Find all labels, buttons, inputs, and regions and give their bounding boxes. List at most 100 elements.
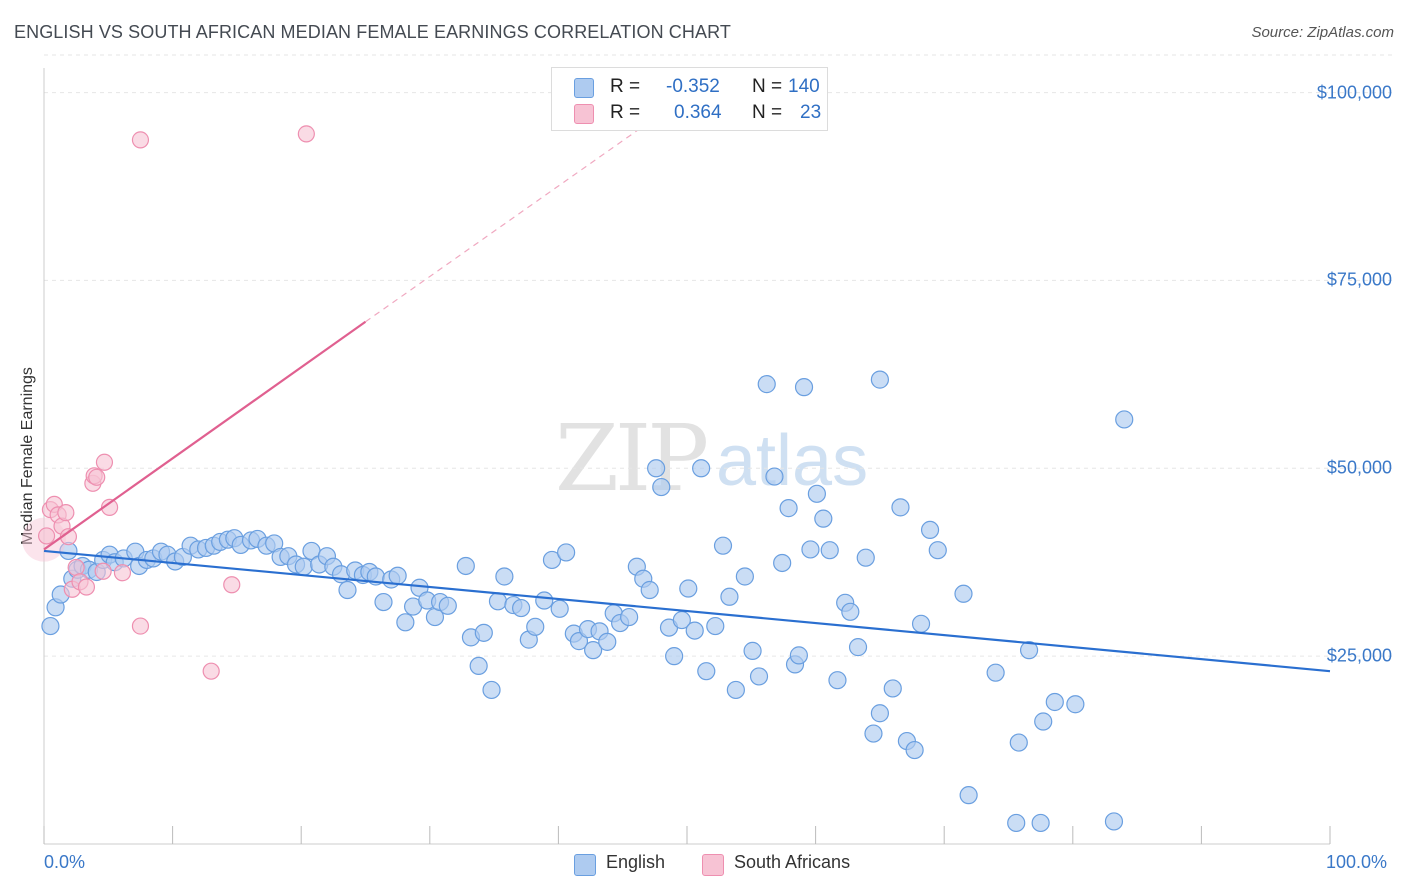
english-point	[652, 477, 671, 497]
english-point	[542, 550, 562, 570]
south-african-trend-line	[43, 320, 367, 551]
english-point	[841, 602, 860, 621]
legend-r-label: R =	[610, 102, 641, 123]
chart-title: ENGLISH VS SOUTH AFRICAN MEDIAN FEMALE E…	[14, 22, 731, 42]
y-tick-label: $75,000	[1326, 269, 1392, 290]
south-african-point	[94, 562, 112, 580]
english-point	[1019, 641, 1039, 660]
watermark-atlas: atlas	[716, 421, 869, 501]
bottom-legend-label-south-african: South Africans	[734, 852, 851, 872]
english-point	[920, 520, 940, 540]
legend-n-value-english: 140	[788, 76, 820, 97]
english-point	[1034, 712, 1053, 731]
legend-r-value-south-african: 0.364	[674, 102, 722, 123]
english-point	[954, 584, 973, 603]
english-point	[1104, 812, 1124, 831]
english-point	[41, 616, 60, 636]
south-african-point	[297, 125, 315, 143]
english-point	[338, 580, 357, 600]
watermark-zip: ZIP	[555, 405, 709, 512]
legend-n-label: N =	[752, 76, 783, 97]
south-african-point	[57, 504, 75, 522]
english-point	[647, 459, 666, 478]
english-point	[557, 543, 576, 562]
bottom-legend-swatch-south-african	[702, 854, 724, 876]
english-point	[469, 656, 488, 676]
english-point	[374, 592, 393, 612]
south-african-point	[113, 564, 132, 582]
south-african-point	[67, 558, 85, 577]
english-point	[726, 680, 745, 700]
y-tick-label: $50,000	[1326, 457, 1392, 478]
axis-layer	[43, 68, 1331, 845]
english-point	[665, 647, 684, 666]
english-point	[1115, 410, 1134, 429]
english-point	[814, 509, 833, 528]
english-point	[828, 671, 847, 690]
south-african-trend-extension	[365, 122, 649, 323]
english-point	[550, 599, 569, 618]
english-point	[697, 662, 716, 681]
south-african-point	[131, 617, 150, 635]
legend-r-label: R =	[610, 76, 641, 97]
english-point	[1045, 692, 1064, 712]
english-point	[584, 641, 603, 660]
english-point	[388, 566, 407, 585]
english-point	[512, 598, 531, 618]
english-point	[773, 553, 792, 573]
english-point	[905, 740, 924, 760]
english-point	[535, 591, 554, 610]
english-point	[735, 567, 754, 586]
english-trend-line	[43, 549, 1331, 673]
south-african-point	[88, 468, 106, 486]
english-point	[856, 548, 875, 567]
english-point	[706, 616, 725, 636]
english-point	[820, 541, 839, 560]
english-point	[864, 724, 883, 743]
x-tick-max: 100.0%	[1326, 852, 1388, 872]
english-point	[679, 579, 698, 598]
english-point	[911, 614, 931, 633]
correlation-legend: R = -0.352 N = 140 R = 0.364 N = 23	[551, 67, 828, 131]
english-point	[720, 587, 739, 606]
english-point	[438, 596, 457, 615]
english-point	[685, 621, 704, 640]
english-point	[743, 641, 762, 660]
english-point	[801, 540, 820, 559]
english-point	[807, 484, 826, 503]
south-african-point	[37, 527, 56, 545]
english-point	[692, 459, 711, 478]
english-point	[495, 567, 514, 586]
english-point	[789, 646, 808, 665]
x-tick-min: 0.0%	[44, 852, 86, 872]
english-point	[598, 632, 617, 651]
english-point	[986, 663, 1005, 682]
english-point	[569, 632, 589, 651]
south-african-point	[77, 578, 96, 596]
english-point	[870, 370, 890, 389]
south-african-point	[95, 453, 114, 471]
english-point	[870, 704, 890, 723]
bottom-legend-swatch-english	[574, 854, 596, 876]
legend-n-value-south-african: 23	[800, 102, 822, 123]
south-african-point	[202, 662, 220, 680]
english-point	[891, 498, 910, 517]
bottom-legend-label-english: English	[606, 852, 666, 872]
english-point	[294, 557, 313, 576]
english-point	[794, 378, 814, 397]
legend-swatch-south-african	[574, 104, 594, 124]
english-point	[848, 638, 868, 657]
english-point	[1066, 695, 1085, 714]
source-label: Source: ZipAtlas.com	[1251, 24, 1394, 41]
legend-r-value-english: -0.352	[666, 76, 720, 97]
english-point	[396, 613, 415, 632]
english-point	[928, 541, 947, 560]
english-point	[1007, 813, 1026, 833]
south-african-point	[131, 131, 150, 149]
point-layer	[22, 125, 1134, 833]
south-african-point	[223, 576, 241, 594]
legend-n-label: N =	[752, 102, 783, 123]
english-point	[620, 607, 639, 627]
english-point	[779, 499, 798, 518]
